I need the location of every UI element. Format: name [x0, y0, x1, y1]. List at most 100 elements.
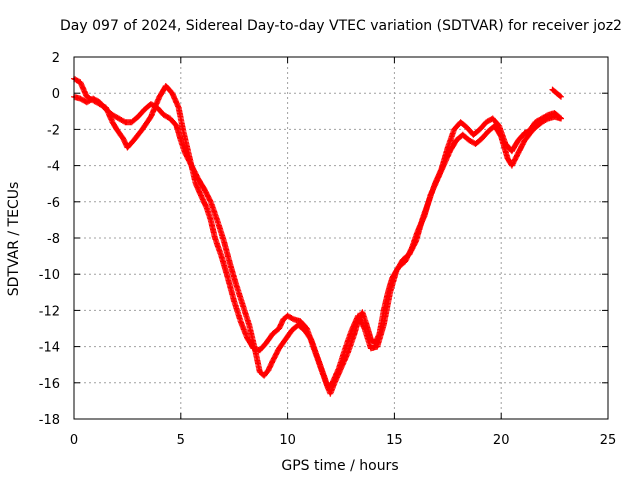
data-point — [215, 218, 219, 222]
data-point — [401, 258, 405, 261]
data-point — [344, 347, 347, 350]
data-point — [527, 130, 531, 133]
data-point — [478, 128, 481, 131]
data-point — [523, 131, 526, 135]
data-point — [196, 177, 200, 180]
data-point — [395, 269, 398, 272]
data-point — [316, 356, 319, 359]
data-point — [258, 370, 261, 374]
data-point — [222, 238, 225, 241]
data-point — [497, 124, 501, 128]
data-point — [183, 151, 187, 155]
data-point — [299, 320, 302, 323]
data-point — [162, 113, 165, 117]
data-point — [181, 128, 185, 131]
data-point — [350, 329, 353, 332]
chart-title: Day 097 of 2024, Sidereal Day-to-day VTE… — [60, 18, 622, 34]
data-point — [209, 218, 212, 222]
data-point — [271, 332, 274, 336]
series-2 — [71, 93, 564, 392]
data-point — [235, 283, 238, 287]
data-point — [455, 139, 458, 142]
data-point — [209, 200, 212, 203]
data-point — [245, 336, 249, 339]
data-point — [363, 327, 366, 330]
data-point — [297, 323, 300, 327]
data-point — [85, 101, 89, 104]
data-point — [510, 164, 514, 167]
data-point — [290, 329, 294, 332]
data-point — [408, 253, 411, 256]
y-tick-label: -4 — [47, 160, 60, 175]
data-point — [141, 128, 144, 131]
data-point — [248, 323, 251, 327]
data-point — [555, 92, 558, 95]
data-point — [149, 102, 153, 106]
data-point — [124, 121, 127, 124]
data-point — [414, 240, 417, 243]
data-point — [465, 126, 469, 129]
x-tick-label: 20 — [493, 433, 510, 448]
data-point — [491, 117, 494, 120]
data-point — [485, 121, 488, 124]
data-point — [79, 97, 82, 100]
data-point — [239, 320, 242, 323]
data-point — [254, 350, 257, 354]
series-3 — [549, 86, 564, 100]
data-point — [534, 121, 537, 124]
data-point — [258, 349, 261, 352]
y-tick-label: 2 — [52, 51, 60, 66]
data-point — [201, 197, 204, 200]
data-point — [329, 392, 332, 395]
data-point — [156, 106, 159, 109]
data-point — [446, 146, 449, 149]
data-point — [130, 121, 133, 124]
data-point — [459, 121, 462, 124]
data-point — [559, 117, 563, 120]
data-point — [267, 368, 270, 372]
data-point — [388, 291, 392, 294]
data-point — [487, 130, 490, 133]
data-point — [92, 97, 95, 100]
data-point — [540, 121, 543, 124]
data-point — [547, 117, 550, 120]
data-point — [461, 133, 464, 136]
data-point — [177, 106, 180, 109]
grid — [74, 57, 608, 419]
data-point — [117, 117, 121, 120]
data-point — [540, 117, 543, 120]
data-point — [111, 121, 114, 124]
data-point — [474, 142, 477, 146]
data-point — [143, 108, 146, 111]
data-point — [361, 311, 364, 314]
x-axis-label: GPS time / hours — [281, 458, 398, 474]
data-point — [164, 84, 167, 88]
data-point — [179, 139, 182, 142]
x-tick-label: 25 — [600, 433, 617, 448]
data-point — [265, 341, 268, 345]
data-point — [115, 128, 118, 131]
data-point — [277, 347, 281, 350]
data-point — [337, 367, 341, 370]
data-point — [506, 157, 509, 160]
data-point — [303, 329, 306, 332]
data-point — [322, 374, 326, 377]
data-point — [175, 124, 178, 128]
data-point — [382, 323, 385, 327]
data-point — [171, 92, 174, 95]
data-point — [504, 142, 507, 146]
data-point — [517, 139, 520, 142]
data-point — [369, 347, 373, 350]
data-point — [149, 115, 153, 118]
data-point — [453, 128, 456, 131]
data-point — [551, 88, 554, 91]
data-point — [158, 95, 161, 99]
data-point — [510, 149, 514, 153]
y-tick-label: -8 — [47, 232, 60, 247]
data-point — [547, 113, 550, 117]
data-point — [85, 95, 89, 99]
data-point — [553, 111, 556, 115]
data-point — [523, 139, 526, 142]
data-point — [427, 200, 430, 203]
